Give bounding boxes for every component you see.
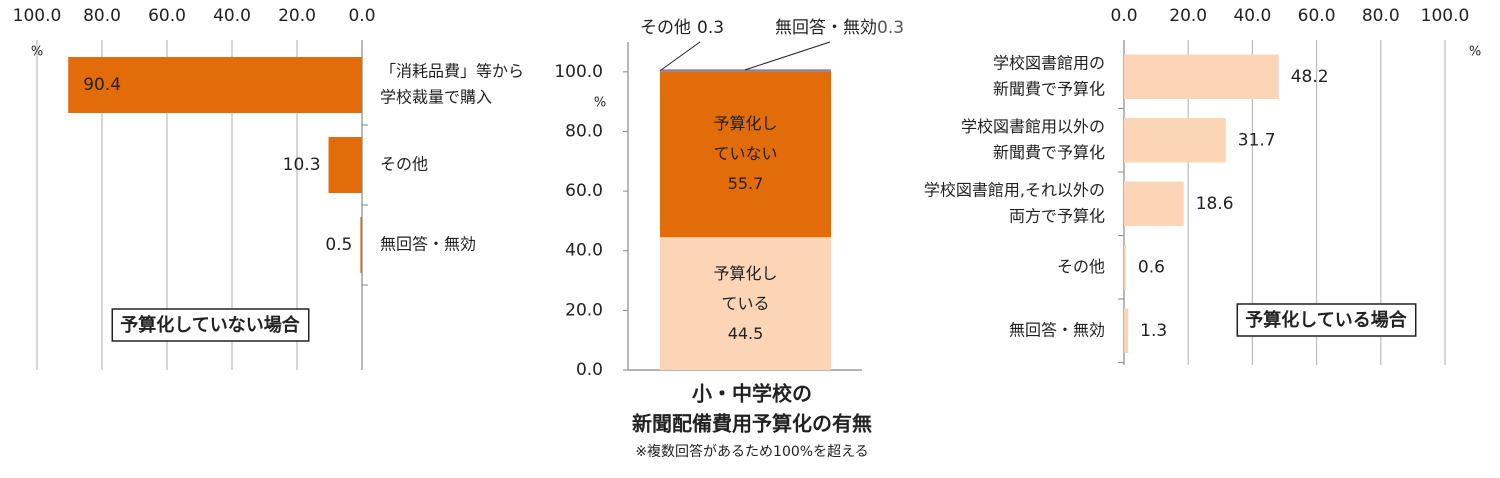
y-tick-label: 100.0 bbox=[554, 62, 603, 82]
category-label: その他 bbox=[380, 155, 428, 174]
value-label: 10.3 bbox=[283, 155, 321, 175]
y-tick-label: 80.0 bbox=[565, 121, 603, 141]
y-tick-label: 40.0 bbox=[565, 241, 603, 261]
bar bbox=[1124, 118, 1226, 163]
value-label: 55.7 bbox=[727, 174, 764, 194]
callout-line bbox=[659, 41, 701, 72]
y-tick-label: 20.0 bbox=[565, 300, 603, 320]
category-label: 新聞費で予算化 bbox=[993, 79, 1105, 98]
x-tick-label: 80.0 bbox=[83, 6, 121, 26]
bar-segment bbox=[660, 70, 831, 72]
value-label: 0.3 bbox=[697, 18, 724, 38]
value-label: 18.6 bbox=[1196, 194, 1234, 214]
value-label: 0.5 bbox=[325, 235, 352, 255]
y-tick-label: 0.0 bbox=[576, 360, 603, 380]
x-tick-label: 0.0 bbox=[1110, 6, 1137, 26]
category-label: 学校図書館用の bbox=[993, 53, 1105, 72]
category-label: 両方で予算化 bbox=[1009, 206, 1105, 225]
category-label: その他 bbox=[1057, 257, 1105, 276]
panel-label-box bbox=[1236, 303, 1417, 337]
value-label: 90.4 bbox=[83, 75, 121, 95]
category-label: 無回答・無効 bbox=[1009, 320, 1105, 339]
category-label: 学校図書館用,それ以外の bbox=[924, 180, 1105, 199]
x-tick-label: 60.0 bbox=[148, 6, 186, 26]
chart-title: 新聞配備費用予算化の有無 bbox=[632, 412, 872, 436]
callout-line bbox=[744, 41, 831, 71]
value-label: 0.3 bbox=[877, 18, 904, 38]
category-label: 学校裁量で購入 bbox=[380, 88, 492, 107]
bar bbox=[1124, 54, 1279, 99]
category-label: 新聞費で予算化 bbox=[993, 143, 1105, 162]
bar bbox=[68, 57, 362, 113]
x-tick-label: 0.0 bbox=[348, 6, 375, 26]
value-label: 44.5 bbox=[727, 323, 764, 343]
series-name: その他 bbox=[640, 18, 691, 38]
bar-segment bbox=[660, 71, 831, 238]
callout-label: 無回答・無効0.3 bbox=[775, 18, 904, 38]
x-tick-label: 80.0 bbox=[1362, 6, 1400, 26]
x-tick-label: 100.0 bbox=[13, 6, 62, 26]
panel-label-box bbox=[111, 308, 310, 342]
panel-label: 予算化している場合 bbox=[1245, 309, 1407, 331]
bar bbox=[1124, 308, 1129, 353]
series-name: 予算化していない bbox=[713, 114, 778, 164]
bar bbox=[360, 217, 362, 273]
bar bbox=[328, 137, 362, 193]
bar bbox=[1124, 181, 1184, 226]
bar-segment bbox=[660, 237, 831, 370]
unit-label: % bbox=[1469, 45, 1481, 60]
chart-note: ※複数回答があるため100%を超える bbox=[635, 443, 868, 460]
value-label: 1.3 bbox=[1140, 321, 1167, 341]
segment-label: 予算化していない 55.7 bbox=[710, 109, 782, 199]
unit-label: % bbox=[31, 45, 43, 60]
x-tick-label: 40.0 bbox=[1233, 6, 1271, 26]
series-name: 予算化している bbox=[713, 263, 778, 313]
chart-title: 小・中学校の bbox=[692, 382, 812, 406]
segment-label: 予算化している 44.5 bbox=[710, 259, 782, 349]
x-tick-label: 60.0 bbox=[1298, 6, 1336, 26]
series-name: 無回答・無効 bbox=[775, 18, 877, 38]
category-label: 学校図書館用以外の bbox=[961, 117, 1105, 136]
category-label: 無回答・無効 bbox=[380, 235, 476, 254]
callout-label: その他 0.3 bbox=[640, 18, 724, 38]
bar bbox=[1124, 245, 1126, 290]
value-label: 0.6 bbox=[1138, 257, 1165, 277]
unit-label: % bbox=[594, 96, 606, 111]
category-label: 「消耗品費」等から bbox=[380, 62, 524, 81]
panel-label: 予算化していない場合 bbox=[120, 314, 300, 336]
y-tick-label: 60.0 bbox=[565, 181, 603, 201]
x-tick-label: 40.0 bbox=[213, 6, 251, 26]
x-tick-label: 100.0 bbox=[1421, 6, 1470, 26]
x-tick-label: 20.0 bbox=[1169, 6, 1207, 26]
value-label: 48.2 bbox=[1291, 67, 1329, 87]
value-label: 31.7 bbox=[1238, 130, 1276, 150]
x-tick-label: 20.0 bbox=[278, 6, 316, 26]
